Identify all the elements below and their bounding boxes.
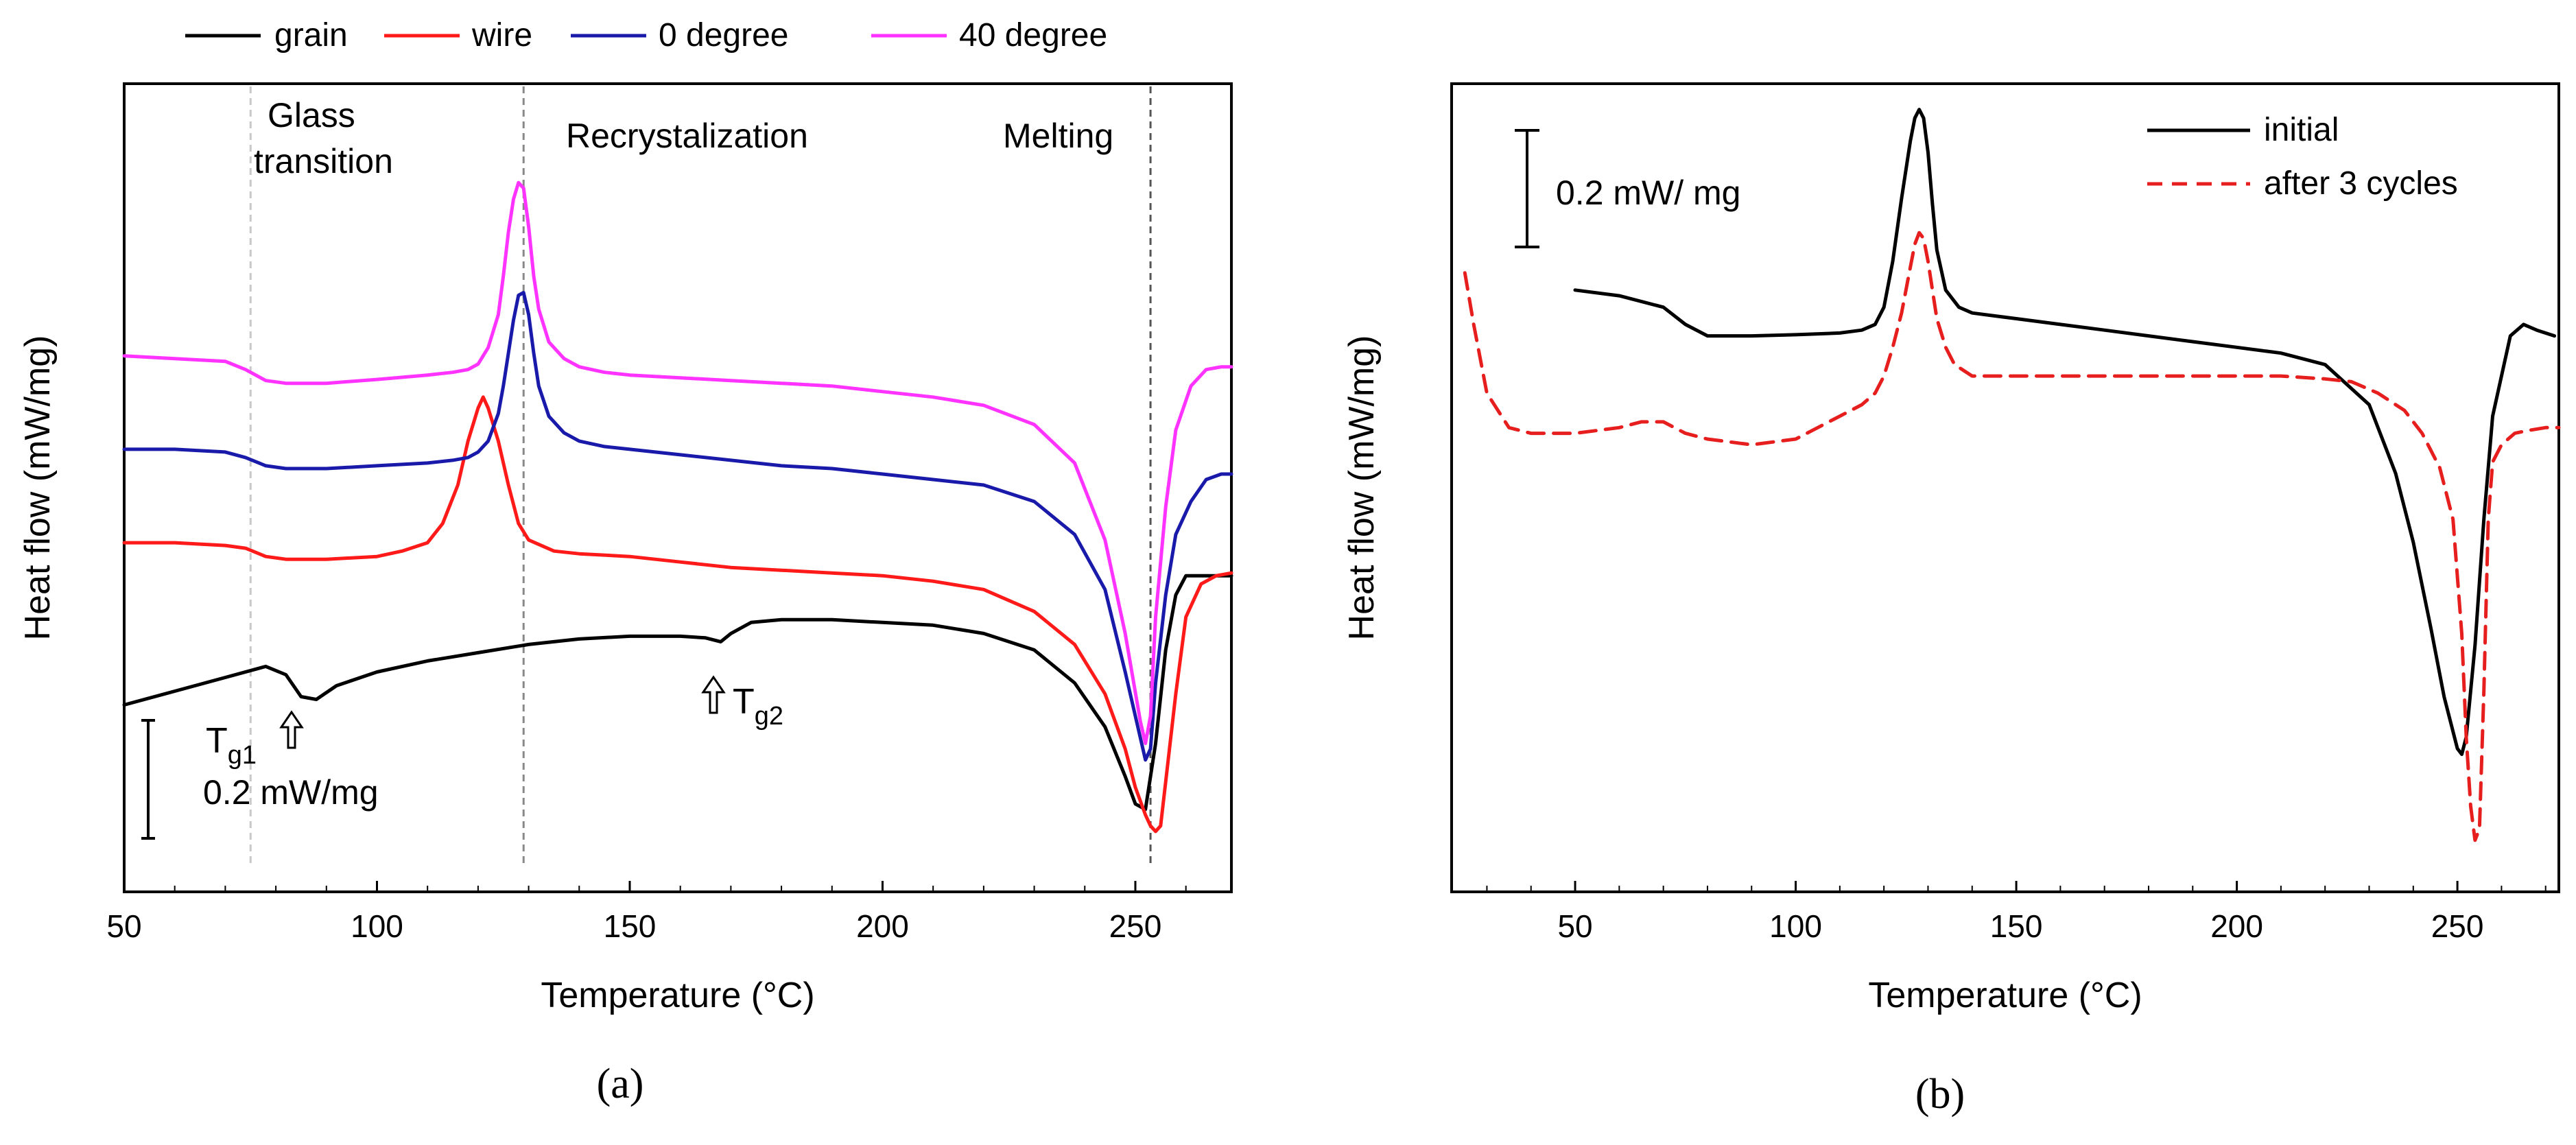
series-line-0-degree xyxy=(122,291,1233,762)
region-label-glass: Glass xyxy=(268,96,355,134)
x-tick-label-a-250: 250 xyxy=(1109,908,1162,944)
scale-bar-b-label: 0.2 mW/ mg xyxy=(1556,174,1740,212)
x-tick-label-a-200: 200 xyxy=(856,908,909,944)
legend-a-label-wire: wire xyxy=(471,17,532,54)
legend-b-label-after-3-cycles: after 3 cycles xyxy=(2264,165,2458,202)
region-dash-lines-a xyxy=(249,86,1152,866)
x-axis-label-a: Temperature (°C) xyxy=(541,976,814,1015)
x-ticks-a: 50 100 150 200 250 xyxy=(106,881,1187,944)
series-line-40-degree xyxy=(122,180,1233,746)
x-tick-label-b-100: 100 xyxy=(1769,908,1822,944)
legend-b: initial after 3 cycles xyxy=(2147,112,2458,202)
series-group-b xyxy=(1463,108,2561,842)
panel-caption-b: (b) xyxy=(1915,1071,1965,1118)
panel-a-chart: grain wire 0 degree 40 degree 50 100 150 20… xyxy=(18,17,1233,1107)
series-line-initial xyxy=(1573,108,2557,756)
x-tick-label-b-250: 250 xyxy=(2431,908,2484,944)
y-axis-label-a: Heat flow (mW/mg) xyxy=(18,335,58,641)
legend-a-label-0deg: 0 degree xyxy=(659,17,789,54)
plot-frame-b xyxy=(1450,82,2560,893)
scale-bar-a-label: 0.2 mW/mg xyxy=(203,773,379,812)
annotation-tg1-base: T xyxy=(206,721,228,761)
annotation-tg2-base: T xyxy=(733,682,755,722)
plot-frame-a xyxy=(123,82,1233,893)
x-ticks-b: 50 100 150 200 250 xyxy=(1486,881,2547,944)
scale-bar-b: 0.2 mW/ mg xyxy=(1515,129,1740,248)
legend-b-label-initial: initial xyxy=(2264,112,2339,148)
annotation-tg1: Tg1 xyxy=(206,710,304,770)
x-tick-label-b-50: 50 xyxy=(1557,908,1592,944)
annotation-tg2-sub: g2 xyxy=(755,702,783,731)
panel-b-chart: 50 100 150 200 250 initial after 3 cycles 0.… xyxy=(1342,82,2561,1118)
series-line-wire xyxy=(122,395,1233,834)
series-line-grain xyxy=(122,574,1233,812)
annotation-tg1-label: Tg1 xyxy=(206,721,257,770)
x-tick-label-a-150: 150 xyxy=(604,908,657,944)
region-label-transition: transition xyxy=(254,142,393,180)
scale-bar-a: 0.2 mW/mg xyxy=(141,719,379,840)
legend-a: grain wire 0 degree 40 degree xyxy=(185,17,1107,54)
annotation-tg1-sub: g1 xyxy=(228,741,257,770)
region-label-melting: Melting xyxy=(1003,117,1113,155)
legend-a-label-40deg: 40 degree xyxy=(959,17,1107,54)
panel-caption-a: (a) xyxy=(597,1061,644,1107)
series-group-a xyxy=(122,180,1233,834)
tg1-arrow-icon xyxy=(279,710,304,749)
x-tick-label-a-100: 100 xyxy=(351,908,403,944)
annotation-tg2-label: Tg2 xyxy=(733,682,783,731)
legend-a-label-grain: grain xyxy=(274,17,348,54)
y-axis-label-b: Heat flow (mW/mg) xyxy=(1342,335,1382,641)
region-label-recrystallization: Recrystalization xyxy=(566,117,808,155)
tg2-arrow-icon xyxy=(701,675,726,714)
x-tick-label-a-50: 50 xyxy=(106,908,141,944)
x-tick-label-b-150: 150 xyxy=(1990,908,2043,944)
series-line-after-3-cycles xyxy=(1463,231,2561,842)
annotation-tg2: Tg2 xyxy=(701,675,783,731)
x-axis-label-b: Temperature (°C) xyxy=(1868,976,2142,1015)
x-tick-label-b-200: 200 xyxy=(2210,908,2263,944)
